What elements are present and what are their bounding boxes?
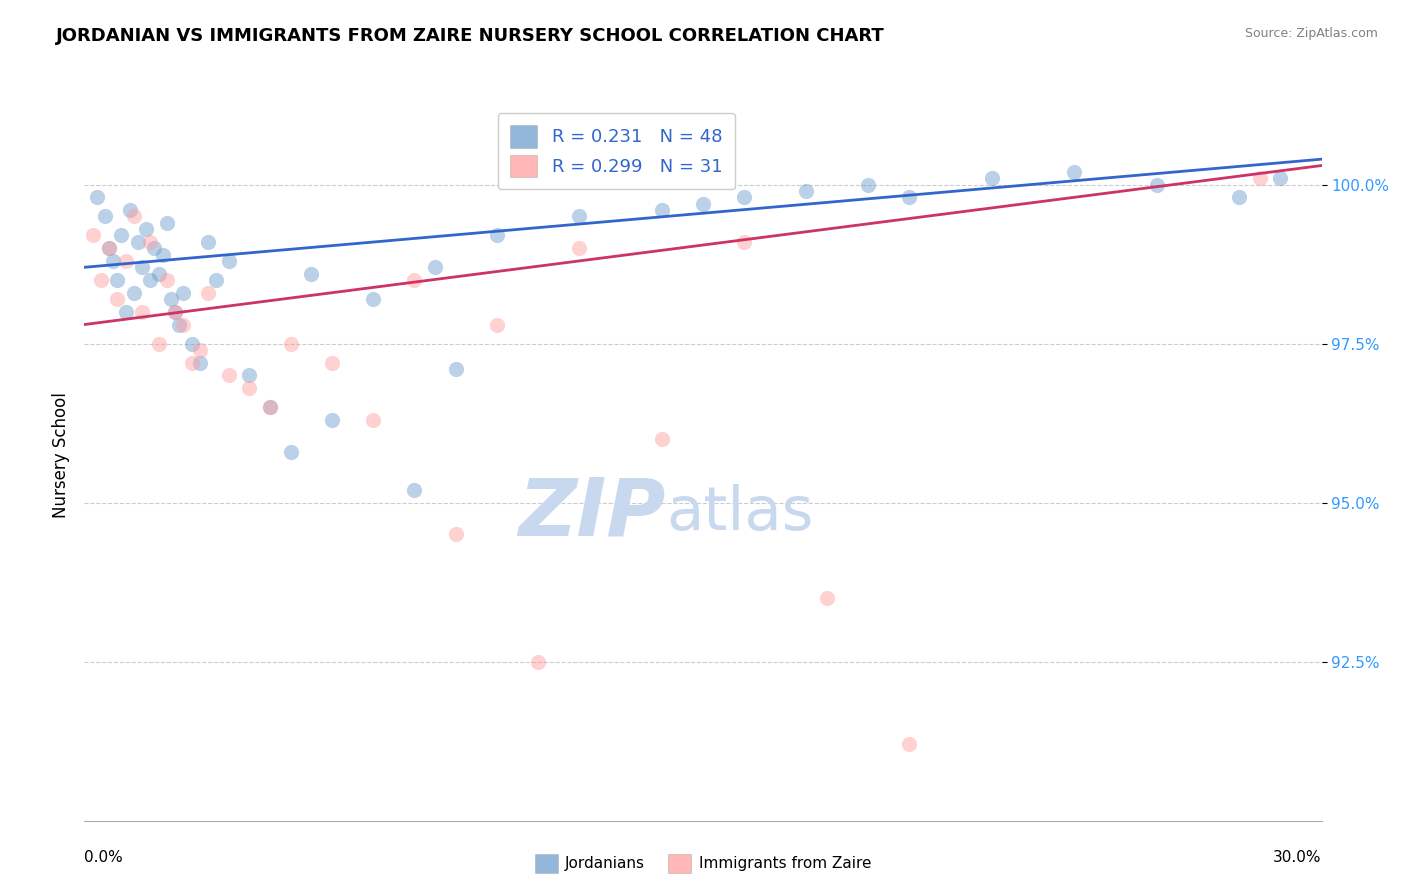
Point [404, 483, 426, 497]
Point [131, 260, 153, 275]
Point [143, 241, 166, 255]
Point [118, 202, 141, 217]
Text: JORDANIAN VS IMMIGRANTS FROM ZAIRE NURSERY SCHOOL CORRELATION CHART: JORDANIAN VS IMMIGRANTS FROM ZAIRE NURSE… [56, 27, 884, 45]
Point [131, 305, 153, 319]
Point [423, 260, 446, 275]
Point [135, 222, 157, 236]
Point [167, 318, 190, 332]
Point [527, 655, 550, 669]
Point [1063, 165, 1085, 179]
Point [361, 292, 384, 306]
Point [444, 527, 467, 541]
Point [898, 190, 921, 204]
Point [205, 273, 228, 287]
Point [103, 254, 125, 268]
Point [172, 318, 194, 332]
Point [127, 235, 149, 249]
Point [733, 190, 755, 204]
Point [105, 273, 128, 287]
Point [1249, 171, 1271, 186]
Point [152, 247, 174, 261]
Point [86, 190, 108, 204]
Point [259, 401, 281, 415]
Point [90, 273, 112, 287]
Point [404, 273, 426, 287]
Point [794, 184, 817, 198]
Point [156, 273, 179, 287]
Point [444, 362, 467, 376]
Legend: Jordanians, Immigrants from Zaire: Jordanians, Immigrants from Zaire [529, 848, 877, 879]
Point [94, 210, 117, 224]
Point [105, 292, 128, 306]
Point [815, 591, 838, 605]
Point [980, 171, 1002, 186]
Text: Source: ZipAtlas.com: Source: ZipAtlas.com [1244, 27, 1378, 40]
Point [148, 267, 170, 281]
Point [299, 267, 322, 281]
Point [898, 737, 921, 751]
Text: ZIP: ZIP [519, 475, 666, 552]
Point [568, 241, 591, 255]
Point [733, 235, 755, 249]
Text: 30.0%: 30.0% [1274, 850, 1322, 865]
Point [114, 254, 136, 268]
Point [180, 336, 202, 351]
Point [218, 254, 240, 268]
Point [180, 356, 202, 370]
Point [321, 413, 343, 427]
Point [238, 368, 260, 383]
Point [172, 285, 194, 300]
Point [156, 216, 179, 230]
Text: atlas: atlas [666, 484, 814, 543]
Point [165, 305, 187, 319]
Point [160, 292, 183, 306]
Point [651, 202, 673, 217]
Point [139, 273, 162, 287]
Point [148, 336, 170, 351]
Point [361, 413, 384, 427]
Point [188, 343, 211, 357]
Y-axis label: Nursery School: Nursery School [52, 392, 70, 518]
Point [321, 356, 343, 370]
Point [692, 196, 714, 211]
Point [122, 210, 145, 224]
Point [197, 235, 219, 249]
Point [280, 336, 302, 351]
Point [197, 285, 219, 300]
Point [485, 228, 508, 243]
Point [280, 444, 302, 458]
Point [1146, 178, 1168, 192]
Text: 0.0%: 0.0% [84, 850, 124, 865]
Point [238, 381, 260, 395]
Point [1270, 171, 1292, 186]
Point [1227, 190, 1250, 204]
Point [259, 401, 281, 415]
Point [165, 305, 187, 319]
Point [82, 228, 104, 243]
Point [122, 285, 145, 300]
Point [139, 235, 162, 249]
Point [110, 228, 132, 243]
Point [856, 178, 879, 192]
Point [98, 241, 121, 255]
Point [651, 432, 673, 446]
Point [218, 368, 240, 383]
Point [188, 356, 211, 370]
Point [98, 241, 121, 255]
Point [485, 318, 508, 332]
Point [568, 210, 591, 224]
Point [114, 305, 136, 319]
